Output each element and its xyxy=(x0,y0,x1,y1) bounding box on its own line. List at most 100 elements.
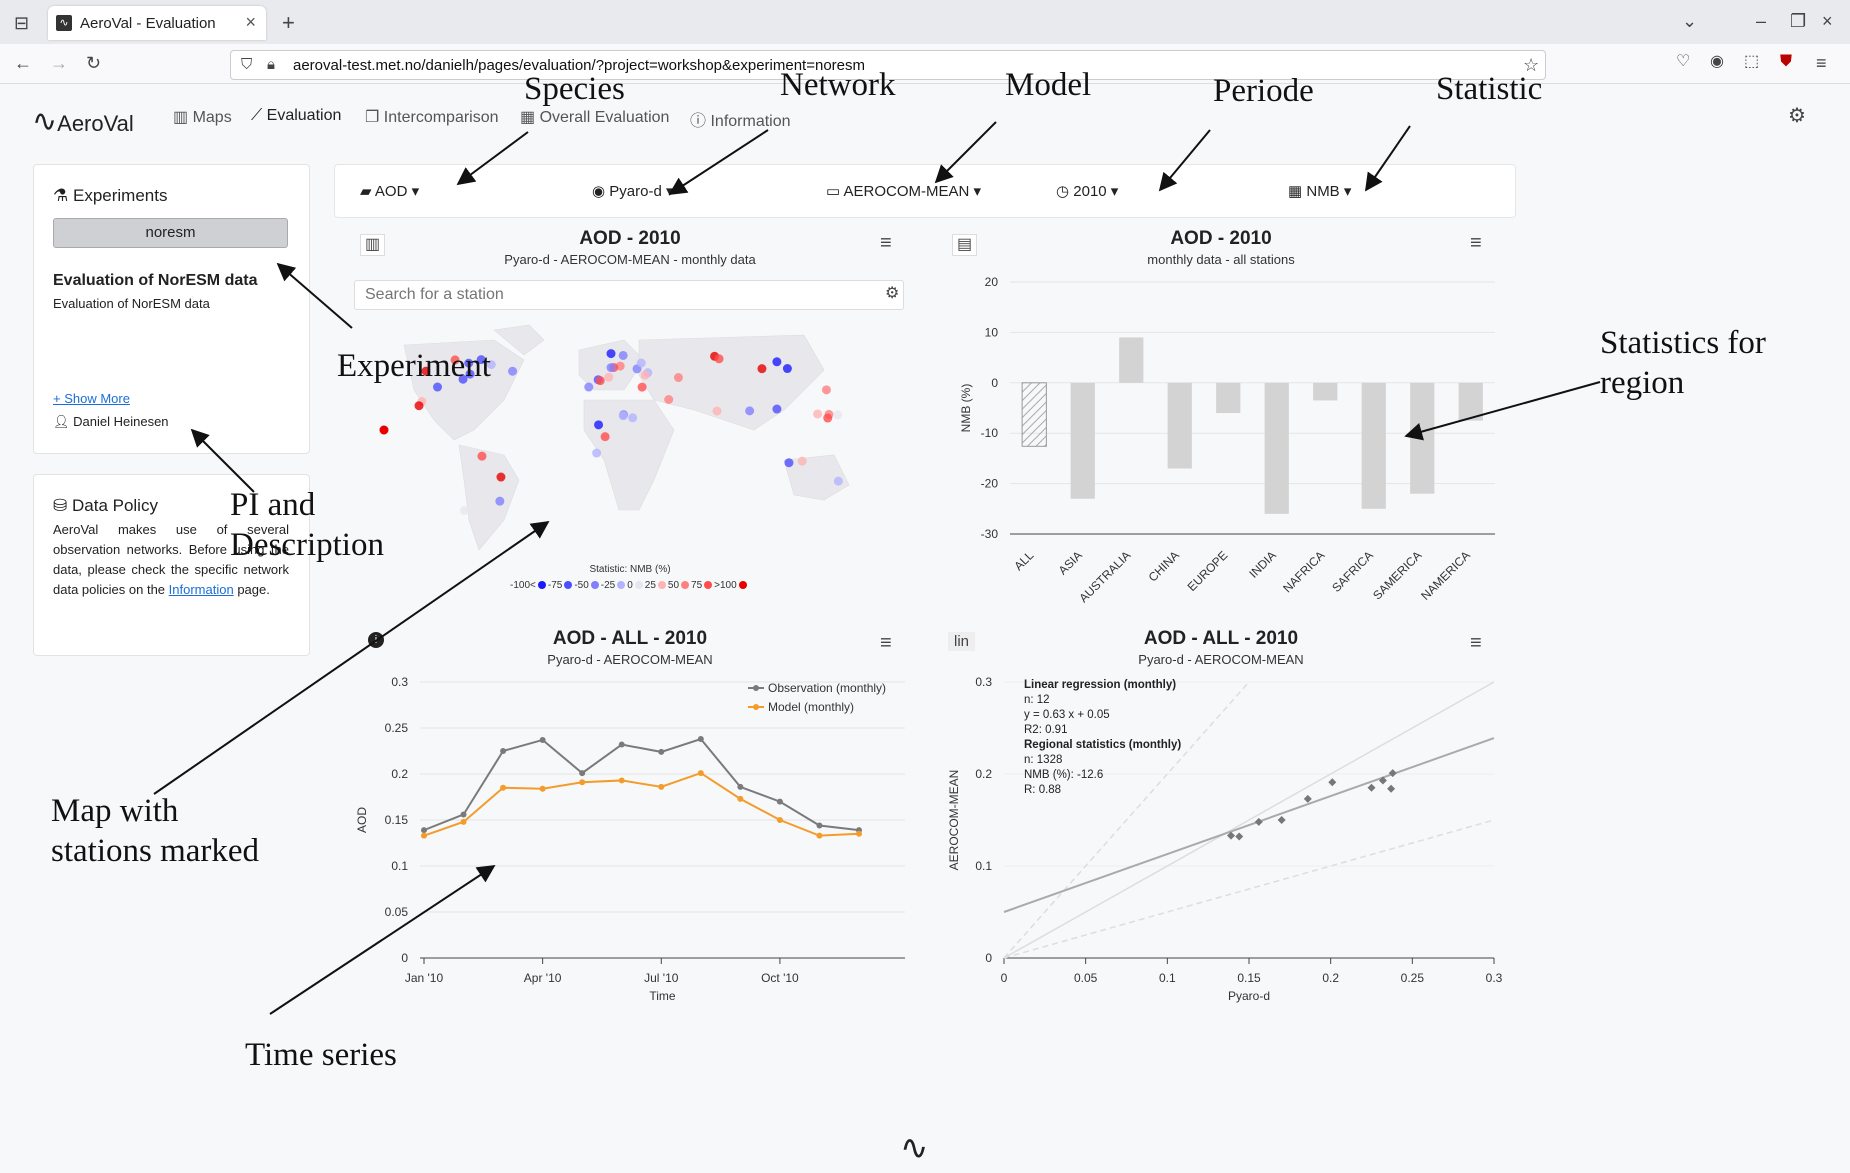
series-point[interactable] xyxy=(421,832,427,839)
station-search-box[interactable]: ⚙ xyxy=(354,280,904,310)
bar-namerica[interactable] xyxy=(1458,382,1483,421)
station-marker[interactable] xyxy=(496,472,506,482)
station-marker[interactable] xyxy=(428,364,438,374)
show-more-link[interactable]: + Show More xyxy=(53,391,130,406)
back-icon[interactable]: ← xyxy=(14,53,32,73)
ublock-icon[interactable]: ⛊ xyxy=(1780,53,1793,70)
bar-nafrica[interactable] xyxy=(1313,382,1338,401)
scatter-menu-icon[interactable]: ≡ xyxy=(1470,632,1482,654)
station-marker[interactable] xyxy=(757,364,767,374)
series-point[interactable] xyxy=(500,748,507,754)
series-point[interactable] xyxy=(776,798,783,805)
aeroval-logo[interactable]: ∿AeroVal xyxy=(32,105,134,138)
map-menu-icon[interactable]: ≡ xyxy=(880,232,892,254)
station-marker[interactable] xyxy=(495,496,505,506)
station-marker[interactable] xyxy=(475,340,485,350)
nav-maps[interactable]: ▥ Maps xyxy=(173,109,232,126)
station-marker[interactable] xyxy=(618,411,628,421)
series-point[interactable] xyxy=(500,784,507,791)
station-marker[interactable] xyxy=(821,385,831,395)
scatter-point[interactable] xyxy=(1387,784,1396,793)
bar-menu-icon[interactable]: ≡ xyxy=(1470,232,1482,254)
station-marker[interactable] xyxy=(606,363,616,373)
bar-chart-icon[interactable]: ▤ xyxy=(952,234,978,256)
station-marker[interactable] xyxy=(600,432,610,442)
nav-information[interactable]: ⓘ Information xyxy=(690,113,791,130)
station-marker[interactable] xyxy=(618,350,628,360)
station-marker[interactable] xyxy=(508,366,518,376)
model-dropdown[interactable]: ▭ AEROCOM-MEAN ▾ xyxy=(826,183,982,200)
scatter-point[interactable] xyxy=(1235,832,1244,841)
station-marker[interactable] xyxy=(459,506,469,516)
period-dropdown[interactable]: ◷ 2010 ▾ xyxy=(1056,183,1119,200)
bar-all[interactable] xyxy=(1021,382,1047,447)
information-link[interactable]: Information xyxy=(168,582,234,597)
station-marker[interactable] xyxy=(673,373,683,383)
station-marker[interactable] xyxy=(584,382,594,392)
station-marker[interactable] xyxy=(833,476,843,486)
world-map[interactable] xyxy=(354,320,904,580)
statistic-dropdown[interactable]: ▦ NMB ▾ xyxy=(1288,183,1352,200)
station-marker[interactable] xyxy=(813,409,823,419)
station-marker[interactable] xyxy=(450,355,460,365)
scatter-point[interactable] xyxy=(1227,831,1236,840)
scatter-point[interactable] xyxy=(1254,817,1263,826)
station-marker[interactable] xyxy=(414,401,424,411)
station-marker[interactable] xyxy=(594,420,604,430)
station-marker[interactable] xyxy=(805,470,815,480)
series-point[interactable] xyxy=(697,736,704,743)
scatter-point[interactable] xyxy=(1303,794,1312,803)
nav-overall-evaluation[interactable]: ▦ Overall Evaluation xyxy=(520,109,670,126)
bar-asia[interactable] xyxy=(1070,382,1095,499)
series-point[interactable] xyxy=(658,748,665,755)
station-marker[interactable] xyxy=(784,458,794,468)
bar-india[interactable] xyxy=(1264,382,1289,514)
bar-samerica[interactable] xyxy=(1410,382,1435,494)
menu-icon[interactable]: ≡ xyxy=(1816,53,1827,73)
scatter-point[interactable] xyxy=(1367,783,1376,792)
series-point[interactable] xyxy=(539,785,546,792)
nav-intercomparison[interactable]: ❐ Intercomparison xyxy=(365,109,499,126)
series-point[interactable] xyxy=(460,818,467,825)
new-tab-icon[interactable]: + xyxy=(282,10,295,35)
bar-europe[interactable] xyxy=(1216,382,1241,414)
station-marker[interactable] xyxy=(476,355,486,365)
station-marker[interactable] xyxy=(464,358,474,368)
reload-icon[interactable]: ↻ xyxy=(86,53,102,73)
pocket-icon[interactable]: ♡ xyxy=(1676,53,1691,70)
station-marker[interactable] xyxy=(797,456,807,466)
series-point[interactable] xyxy=(460,811,467,818)
series-point[interactable] xyxy=(539,736,546,743)
station-marker[interactable] xyxy=(745,406,755,416)
lock-icon[interactable]: 🔒︎ xyxy=(267,56,275,73)
window-close-icon[interactable]: × xyxy=(1822,11,1833,31)
station-marker[interactable] xyxy=(759,390,769,400)
bar-australia[interactable] xyxy=(1119,337,1144,383)
experiment-button[interactable]: noresm xyxy=(53,218,288,248)
scale-toggle[interactable]: lin xyxy=(948,632,976,651)
map-view-icon[interactable]: ▥ xyxy=(360,234,386,256)
bar-safrica[interactable] xyxy=(1361,382,1386,509)
bar-china[interactable] xyxy=(1167,382,1192,469)
url-text[interactable]: aeroval-test.met.no/danielh/pages/evalua… xyxy=(293,57,865,74)
series-line[interactable] xyxy=(423,771,860,837)
series-point[interactable] xyxy=(816,822,823,829)
shield-icon[interactable]: ⛉ xyxy=(241,56,253,73)
species-dropdown[interactable]: ▰ AOD ▾ xyxy=(360,183,420,200)
station-marker[interactable] xyxy=(833,410,843,420)
series-point[interactable] xyxy=(579,770,586,777)
scatter-point[interactable] xyxy=(1388,769,1397,778)
series-point[interactable] xyxy=(658,783,665,790)
ts-menu-icon[interactable]: ≡ xyxy=(880,632,892,654)
bookmark-star-icon[interactable]: ☆ xyxy=(1523,55,1540,75)
series-point[interactable] xyxy=(618,777,625,784)
scatter-point[interactable] xyxy=(1378,776,1387,785)
station-marker[interactable] xyxy=(637,382,647,392)
info-icon[interactable]: i xyxy=(368,632,384,648)
station-marker[interactable] xyxy=(477,451,487,461)
scatter-point[interactable] xyxy=(1277,816,1286,824)
station-marker[interactable] xyxy=(782,364,792,374)
minimize-icon[interactable]: – xyxy=(1756,11,1767,31)
search-settings-icon[interactable]: ⚙ xyxy=(885,285,900,302)
station-marker[interactable] xyxy=(628,413,638,423)
